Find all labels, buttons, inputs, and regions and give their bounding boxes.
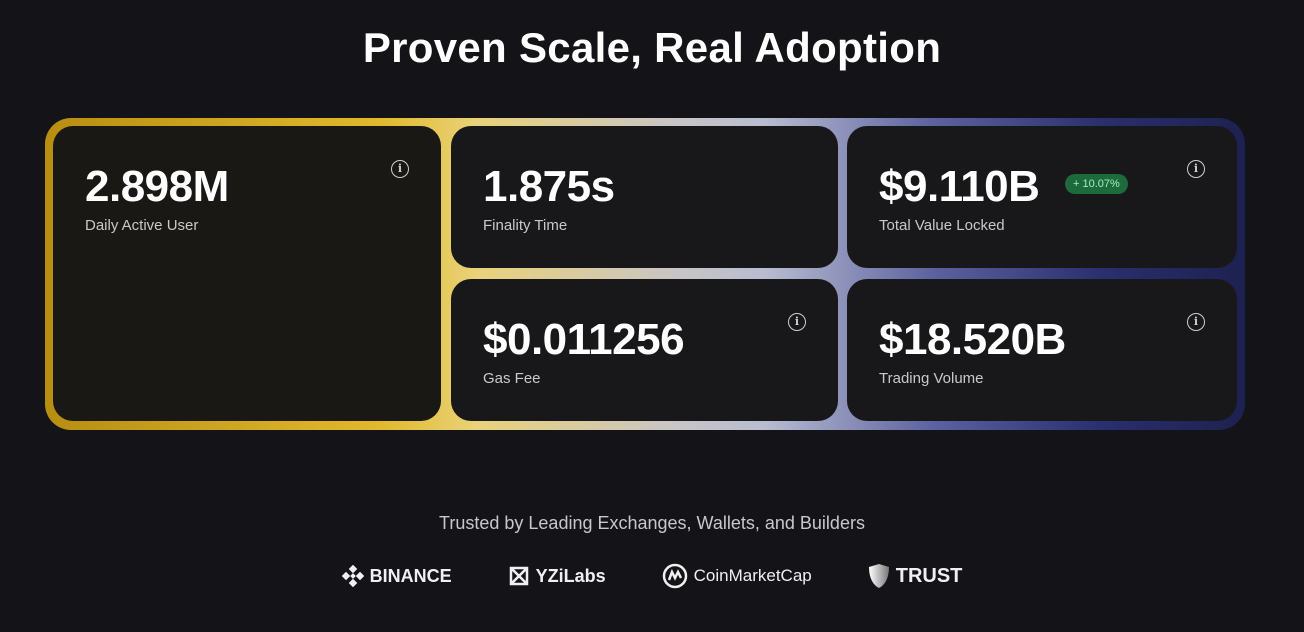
coinmarketcap-logo: CoinMarketCap xyxy=(662,563,812,589)
stat-card-finality-time: 1.875s Finality Time xyxy=(451,126,838,268)
stat-label: Total Value Locked xyxy=(879,217,1005,234)
stat-value: $0.011256 xyxy=(483,315,685,364)
stat-value: $18.520B xyxy=(879,315,1066,364)
logo-text: BINANCE xyxy=(369,565,452,586)
stat-label: Finality Time xyxy=(483,217,568,234)
stat-label: Trading Volume xyxy=(879,370,984,387)
yzilabs-icon xyxy=(509,566,528,586)
stat-card-daily-active-user: 2.898M Daily Active User i xyxy=(53,126,441,421)
stat-card-trading-volume: $18.520B Trading Volume i xyxy=(847,279,1237,421)
stat-card-gas-fee: $0.011256 Gas Fee i xyxy=(451,279,838,421)
binance-logo: BINANCE xyxy=(341,565,452,587)
shield-icon xyxy=(868,564,889,588)
info-icon[interactable]: i xyxy=(788,313,806,331)
stat-value: 2.898M xyxy=(85,162,229,211)
logo-text: YZiLabs xyxy=(535,565,606,586)
page-title: Proven Scale, Real Adoption xyxy=(362,24,942,71)
logo-text: TRUST xyxy=(895,564,963,587)
info-icon[interactable]: i xyxy=(1187,160,1205,178)
partner-logos: BINANCE YZiLabs CoinMarketCap TRUST xyxy=(0,563,1304,589)
stat-value: $9.110B xyxy=(879,162,1040,211)
binance-icon xyxy=(341,565,364,587)
stat-label: Daily Active User xyxy=(85,217,199,234)
logo-text: CoinMarketCap xyxy=(693,566,812,585)
info-icon[interactable]: i xyxy=(391,160,409,178)
stat-card-total-value-locked: $9.110B + 10.07% Total Value Locked i xyxy=(847,126,1237,268)
change-badge: + 10.07% xyxy=(1065,174,1128,194)
info-icon[interactable]: i xyxy=(1187,313,1205,331)
trusted-heading: Trusted by Leading Exchanges, Wallets, a… xyxy=(439,513,865,533)
stat-value: 1.875s xyxy=(483,162,615,211)
coinmarketcap-icon xyxy=(662,563,687,589)
trust-logo: TRUST xyxy=(868,563,963,589)
stat-label: Gas Fee xyxy=(483,370,541,387)
yzilabs-logo: YZiLabs xyxy=(508,565,606,587)
